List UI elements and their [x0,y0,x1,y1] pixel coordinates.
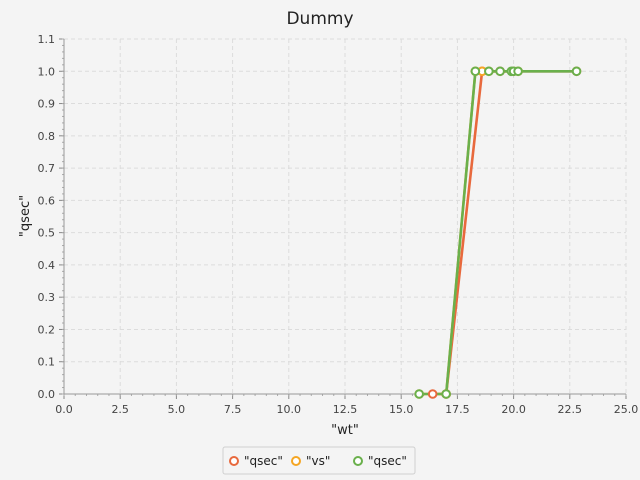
x-tick-label: 15.0 [389,403,414,416]
x-tick-label: 17.5 [445,403,470,416]
legend-label: "vs" [306,454,330,468]
legend-label: "qsec" [244,454,283,468]
x-tick-label: 20.0 [501,403,526,416]
x-axis-title: "wt" [331,423,359,438]
y-tick-label: 0.1 [38,356,56,369]
x-tick-label: 7.5 [224,403,242,416]
y-tick-label: 0.3 [38,291,56,304]
data-point [514,67,522,75]
data-point [415,390,423,398]
y-tick-label: 0.7 [38,162,56,175]
grid [64,39,626,394]
x-tick-label: 10.0 [277,403,302,416]
y-tick-label: 0.5 [38,227,56,240]
x-tick-label: 12.5 [333,403,358,416]
series-line-1 [419,71,518,394]
y-tick-label: 0.0 [38,388,56,401]
x-tick-label: 22.5 [558,403,583,416]
y-tick-label: 0.6 [38,194,56,207]
x-tick-label: 25.0 [614,403,639,416]
x-tick-label: 2.5 [111,403,129,416]
y-tick-label: 0.9 [38,98,56,111]
legend: "qsec" "vs" "qsec" [223,447,415,474]
data-point [442,390,450,398]
y-tick-label: 0.2 [38,323,56,336]
legend-marker [354,457,362,465]
y-tick-label: 0.4 [38,259,56,272]
legend-label: "qsec" [368,454,407,468]
y-tick-label: 1.0 [38,65,56,78]
y-tick-label: 1.1 [38,33,56,46]
y-tick-label: 0.8 [38,130,56,143]
data-point [429,390,437,398]
data-point [573,67,581,75]
x-tick-label: 0.0 [55,403,73,416]
axes: 0.0 2.5 5.0 7.5 10.0 12.5 15.0 17.5 20.0 22.5 25.0… [38,33,639,416]
data-point [472,67,480,75]
legend-marker [230,457,238,465]
legend-marker [292,457,300,465]
chart-title: Dummy [286,9,353,29]
y-axis-title: "qsec" [18,195,33,237]
data-point [496,67,504,75]
data-point [485,67,493,75]
x-tick-label: 5.0 [168,403,186,416]
